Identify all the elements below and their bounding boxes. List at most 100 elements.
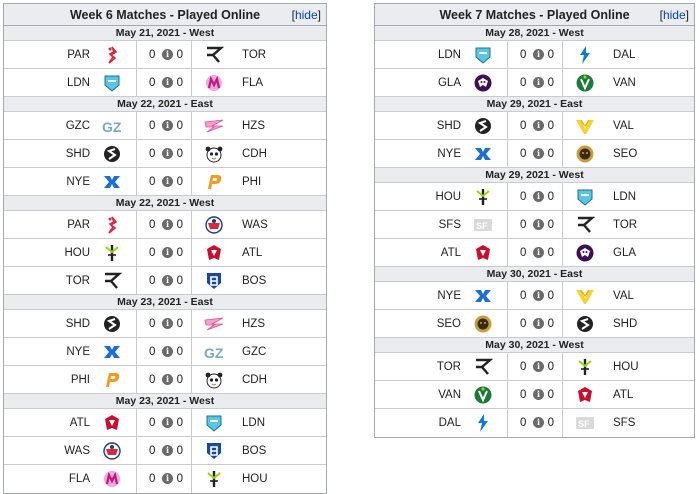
team1-name[interactable]: FLA (68, 473, 90, 485)
team2-name[interactable]: SEO (613, 148, 638, 160)
match-info-icon[interactable]: i (162, 374, 173, 385)
team2-name[interactable]: WAS (242, 219, 268, 231)
team1-name[interactable]: NYE (66, 176, 90, 188)
team2-name[interactable]: ATL (613, 389, 634, 401)
match-info-icon[interactable]: i (162, 176, 173, 187)
team1-name[interactable]: GZC (65, 120, 90, 132)
match-info-icon[interactable]: i (533, 318, 544, 329)
team2-name[interactable]: BOS (242, 445, 267, 457)
match-info-icon[interactable]: i (533, 49, 544, 60)
team2-name[interactable]: SFS (613, 417, 636, 429)
team1-name[interactable]: DAL (438, 417, 461, 429)
match-info-icon[interactable]: i (533, 148, 544, 159)
match-info-icon[interactable]: i (533, 417, 544, 428)
team1-name[interactable]: ATL (440, 247, 461, 259)
match-info-icon[interactable]: i (162, 275, 173, 286)
match-info-icon[interactable]: i (533, 77, 544, 88)
team1-score: 0 (520, 318, 527, 330)
team1-name[interactable]: ATL (69, 417, 90, 429)
team2-name[interactable]: PHI (242, 176, 262, 188)
match-info-icon[interactable]: i (162, 77, 173, 88)
team2-name[interactable]: DAL (613, 49, 636, 61)
team2-name[interactable]: VAL (613, 120, 634, 132)
team1-name[interactable]: PAR (67, 49, 90, 61)
team1-name[interactable]: SFS (438, 219, 461, 231)
team1-name[interactable]: GLA (437, 77, 461, 89)
team1-name[interactable]: TOR (436, 361, 461, 373)
team2-name[interactable]: HOU (613, 361, 639, 373)
team2-name[interactable]: HZS (242, 318, 265, 330)
match-info-icon[interactable]: i (533, 191, 544, 202)
match-row: VAN 0 i 0 ATL (375, 381, 694, 409)
match-info-icon[interactable]: i (533, 219, 544, 230)
team1-name[interactable]: SEO (436, 318, 461, 330)
team2-score: 0 (547, 191, 554, 203)
cdh-team-logo-icon (204, 370, 224, 390)
team1-name[interactable]: PAR (67, 219, 90, 231)
match-info-icon[interactable]: i (162, 473, 173, 484)
match-row: LDN 0 i 0 DAL (375, 41, 694, 69)
team2-name[interactable]: HZS (242, 120, 265, 132)
team2-name[interactable]: TOR (613, 219, 638, 231)
match-info-icon[interactable]: i (162, 445, 173, 456)
match-info-icon[interactable]: i (533, 389, 544, 400)
team2-name[interactable]: HOU (242, 473, 268, 485)
match-info-icon[interactable]: i (162, 219, 173, 230)
team2-name[interactable]: VAL (613, 290, 634, 302)
match-info-icon[interactable]: i (533, 290, 544, 301)
hide-toggle[interactable]: [hide] (291, 8, 321, 22)
team1-name[interactable]: LDN (66, 77, 90, 89)
match-info-icon[interactable]: i (162, 148, 173, 159)
ldn-team-logo-icon (204, 413, 224, 433)
team2-name[interactable]: LDN (613, 191, 637, 203)
team1-name[interactable]: WAS (64, 445, 90, 457)
team2-name[interactable]: CDH (242, 148, 267, 160)
team1-name[interactable]: HOU (64, 247, 90, 259)
team1-name[interactable]: TOR (65, 275, 90, 287)
match-info-icon[interactable]: i (533, 247, 544, 258)
team2-name[interactable]: LDN (242, 417, 266, 429)
hide-link[interactable]: hide (662, 8, 686, 22)
match-info-icon[interactable]: i (533, 120, 544, 131)
match-info-icon[interactable]: i (162, 417, 173, 428)
match-info-icon[interactable]: i (162, 318, 173, 329)
team2-name[interactable]: BOS (242, 275, 267, 287)
team1-name[interactable]: LDN (437, 49, 461, 61)
team1-name[interactable]: VAN (438, 389, 461, 401)
match-info-icon[interactable]: i (162, 346, 173, 357)
dal-team-logo-icon (473, 413, 493, 433)
team1-name[interactable]: NYE (437, 148, 461, 160)
team1-name[interactable]: SHD (65, 148, 90, 160)
team2-score: 0 (176, 445, 183, 457)
team1-name[interactable]: NYE (437, 290, 461, 302)
match-row: GLA 0 i 0 VAN (375, 69, 694, 97)
match-info-icon[interactable]: i (533, 361, 544, 372)
team2-name[interactable]: ATL (242, 247, 263, 259)
team2-name[interactable]: GZC (242, 346, 267, 358)
team1-name[interactable]: NYE (66, 346, 90, 358)
team1-name[interactable]: SHD (436, 120, 461, 132)
match-info-icon[interactable]: i (162, 120, 173, 131)
team2-name[interactable]: SHD (613, 318, 638, 330)
team1-name[interactable]: SHD (65, 318, 90, 330)
hide-toggle[interactable]: [hide] (659, 8, 689, 22)
hide-link[interactable]: hide (294, 8, 318, 22)
team2-score: 0 (547, 389, 554, 401)
team2-name[interactable]: TOR (242, 49, 267, 61)
team1-name[interactable]: HOU (435, 191, 461, 203)
match-info-icon[interactable]: i (162, 49, 173, 60)
team2-name[interactable]: CDH (242, 374, 267, 386)
team2-name[interactable]: VAN (613, 77, 636, 89)
match-info-icon[interactable]: i (162, 247, 173, 258)
team1-score: 0 (149, 473, 156, 485)
ldn-team-logo-icon (575, 187, 595, 207)
team1-name[interactable]: PHI (70, 374, 90, 386)
team2-name[interactable]: GLA (613, 247, 637, 259)
team2-name[interactable]: FLA (242, 77, 264, 89)
panel-header: Week 6 Matches - Played Online [hide] (4, 4, 326, 26)
hzs-team-logo-icon (204, 314, 224, 334)
sfs-team-logo-icon: SF (473, 215, 493, 235)
